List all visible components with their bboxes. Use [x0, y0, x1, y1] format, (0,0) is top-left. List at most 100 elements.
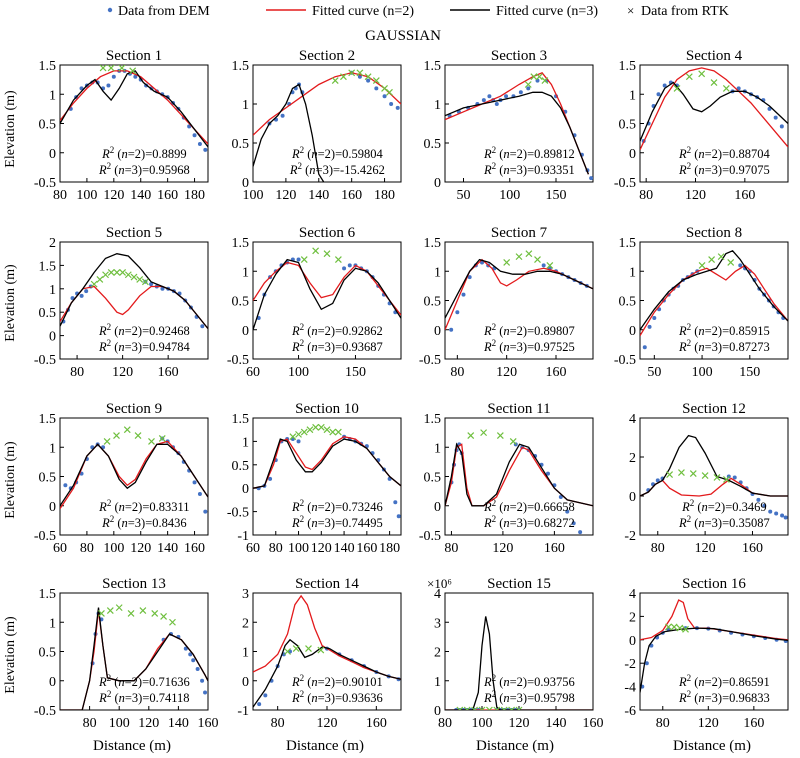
- r2-label-n2: R2 (n=2)=0.88704: [678, 145, 771, 161]
- y-tick-label: 1.5: [39, 587, 57, 602]
- y-tick-label: 1.5: [232, 59, 250, 74]
- rtk-point: [698, 70, 706, 78]
- r2-value: =2)=0.90101: [318, 675, 383, 689]
- r2-symbol: R: [678, 516, 687, 530]
- plot-area: [253, 69, 401, 182]
- r2-open: (: [496, 324, 503, 338]
- rtk-point: [456, 706, 464, 710]
- y-axis-labels: Elevation (m) Elevation (m) Elevation (m…: [3, 90, 18, 694]
- y-tick-label: 1.5: [39, 59, 57, 74]
- r2-n: n: [698, 147, 704, 161]
- rtk-point: [334, 256, 342, 263]
- rtk-point: [723, 476, 730, 483]
- r2-open: (: [691, 147, 698, 161]
- r2-exponent: 2: [107, 673, 112, 683]
- panel-section-10: -1 -0.5 0 0.5 1 1.5 60 80 100 120 140 160 180 Section…: [227, 401, 402, 556]
- y-tick-label: -0.5: [34, 704, 56, 719]
- x-tick-label: 140: [130, 188, 151, 203]
- r2-symbol: R: [291, 675, 300, 689]
- r2-exponent: 2: [300, 338, 305, 348]
- panel-title: Section 1: [106, 48, 162, 64]
- rtk-point: [103, 437, 111, 445]
- dem-point: [389, 102, 394, 106]
- r2-open: (: [111, 500, 118, 514]
- x-tick-label: 50: [647, 365, 661, 380]
- r2-n: n: [122, 147, 128, 161]
- r2-open: (: [691, 675, 698, 689]
- r2-label-n2: R2 (n=2)=0.85915: [678, 322, 770, 338]
- r2-open: (: [304, 147, 311, 161]
- r2-label-n3: R2 (n=3)=0.8436: [101, 514, 187, 530]
- r2-exponent: 2: [110, 145, 115, 155]
- panel-title: Section 9: [106, 401, 162, 417]
- r2-label-n2: R2 (n=2)=0.66658: [483, 498, 575, 514]
- y-tick-label: 0: [49, 330, 56, 345]
- r2-symbol: R: [98, 163, 107, 177]
- y-tick-label: 4: [629, 412, 636, 427]
- xlabel-col-3: Distance (m): [476, 738, 554, 754]
- r2-n: n: [118, 340, 124, 354]
- dem-point: [183, 646, 188, 651]
- rtk-point: [541, 77, 549, 85]
- dem-point: [203, 690, 208, 695]
- r2-value: =3)=0.68272: [510, 516, 575, 530]
- dem-point: [70, 296, 75, 301]
- y-tick-label: 1: [49, 441, 56, 456]
- r2-symbol: R: [291, 500, 300, 514]
- rtk-point: [546, 261, 554, 269]
- y-tick-label: 0.5: [39, 118, 57, 133]
- r2-open: (: [302, 163, 309, 177]
- dem-point: [487, 94, 492, 99]
- rtk-point: [515, 253, 523, 261]
- plot-area: [445, 250, 593, 332]
- rtk-point: [508, 706, 516, 710]
- r2-exponent: 2: [492, 514, 497, 524]
- dem-point: [655, 478, 660, 483]
- r2-label-n2: R2 (n=2)=0.92862: [291, 322, 383, 338]
- r2-exponent: 2: [687, 338, 692, 348]
- x-tick-label: 60: [246, 541, 260, 556]
- dem-point: [79, 293, 84, 298]
- y-tick-label: 1: [434, 441, 441, 456]
- legend-dem-label: Data from DEM: [118, 4, 210, 19]
- rtk-point: [312, 423, 320, 431]
- rtk-point: [727, 259, 735, 266]
- rtk-point: [158, 435, 166, 442]
- r2-n: n: [698, 340, 704, 354]
- dem-point: [197, 492, 202, 497]
- r2-n: n: [503, 675, 509, 689]
- r2-open: (: [691, 340, 698, 354]
- rtk-point: [515, 706, 523, 710]
- dem-point: [366, 78, 371, 83]
- r2-exponent: 2: [298, 161, 303, 171]
- dem-point: [449, 327, 454, 332]
- r2-label-n3: R2 (n=3)=0.96833: [678, 689, 770, 705]
- r2-exponent: 2: [687, 322, 692, 332]
- x-tick-label: 160: [184, 541, 205, 556]
- rtk-point: [478, 706, 486, 710]
- rtk-point: [676, 624, 684, 632]
- y-tick-label: 0: [434, 500, 441, 515]
- y-tick-label: 1: [629, 265, 636, 280]
- r2-open: (: [691, 163, 698, 177]
- dem-point: [481, 98, 486, 103]
- rtk-point: [323, 426, 331, 434]
- x-tick-label: 100: [288, 541, 309, 556]
- r2-label-n2: R2 (n=2)=0.89812: [483, 145, 575, 161]
- y-tick-label: -0.5: [614, 176, 636, 191]
- dem-point: [780, 513, 785, 518]
- r2-exponent: 2: [492, 673, 497, 683]
- dem-point: [736, 86, 741, 91]
- x-tick-label: 100: [243, 188, 264, 203]
- y-tick-label: 0.5: [232, 459, 250, 474]
- rtk-point: [295, 430, 302, 438]
- r2-label-n3: R2 (n=3)=0.87273: [678, 338, 770, 354]
- r2-n: n: [503, 340, 509, 354]
- fit-curve-n3: [445, 258, 593, 319]
- dem-point: [504, 94, 509, 99]
- fit-curve-n2: [445, 258, 593, 331]
- y-tick-label: 0.5: [232, 295, 250, 310]
- r2-n: n: [503, 147, 509, 161]
- rtk-point: [666, 471, 674, 478]
